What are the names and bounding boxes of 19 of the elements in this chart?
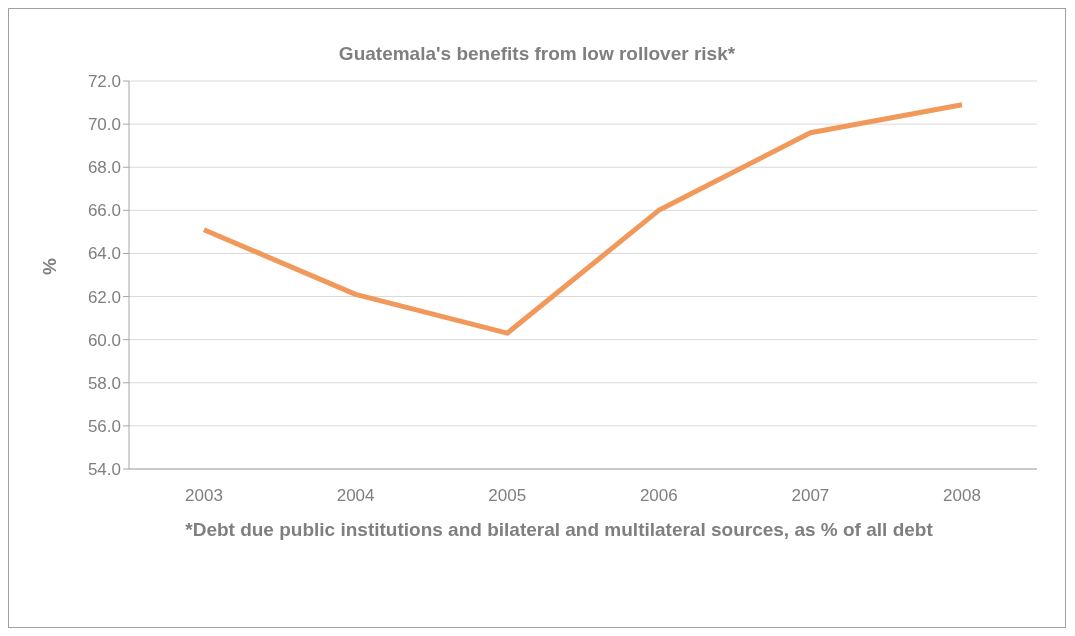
- y-tick-label: 58.0: [87, 373, 121, 393]
- x-tick-label: 2007: [791, 486, 830, 506]
- y-tick-label: 68.0: [87, 158, 121, 178]
- x-tick-label: 2006: [639, 486, 678, 506]
- y-tick-label: 64.0: [87, 244, 121, 264]
- y-tick-label: 54.0: [87, 460, 121, 480]
- text: *Debt due public institutions and bilateral and multilateral sources, as % of all debt: [184, 518, 934, 542]
- y-tick-label: 56.0: [87, 416, 121, 436]
- y-tick-label: 70.0: [87, 115, 121, 135]
- y-tick-label: 66.0: [87, 201, 121, 221]
- x-tick-label: 2003: [185, 486, 223, 506]
- chart-title: Guatemala's benefits from low rollover risk*: [337, 43, 737, 65]
- y-axis-title: %: [38, 258, 60, 275]
- y-tick-label: 72.0: [87, 72, 121, 92]
- x-tick-label: 2005: [488, 486, 527, 506]
- y-tick-label: 62.0: [87, 287, 121, 307]
- x-tick-label: 2004: [336, 486, 375, 506]
- y-tick-label: 60.0: [87, 330, 121, 350]
- x-tick-label: 2008: [943, 486, 981, 506]
